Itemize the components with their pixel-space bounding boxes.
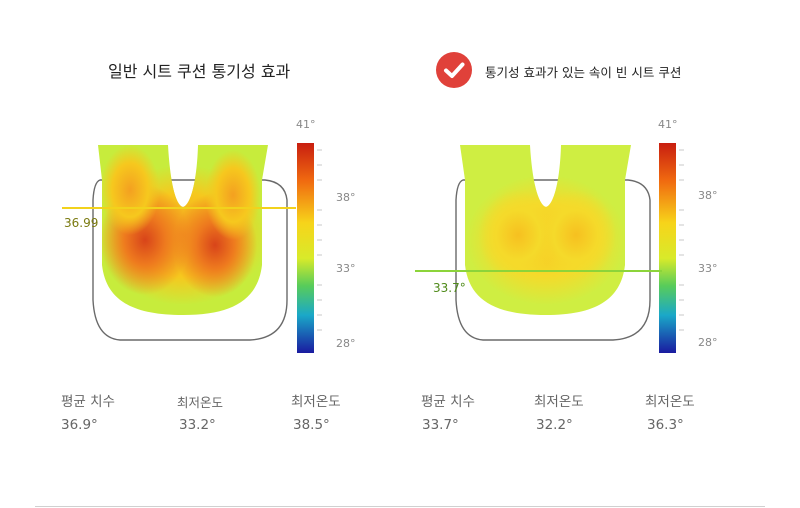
colorbar-ticks	[679, 149, 684, 331]
colorbar-tick-label: 41°	[658, 118, 678, 131]
colorbar-ticks	[317, 149, 322, 331]
panel-title: 일반 시트 쿠션 통기성 효과	[108, 62, 291, 81]
cushion-outline	[92, 179, 288, 341]
stat-label-max: 최저온도	[645, 394, 695, 410]
stat-value-min: 32.2°	[536, 417, 573, 433]
heatmap-chart: 41° 38° 33° 28° 36.99	[62, 118, 356, 353]
stat-label-max: 최저온도	[291, 394, 341, 410]
colorbar-tick-label: 38°	[336, 191, 356, 204]
stat-label-average: 평균 치수	[61, 394, 115, 410]
stat-label-average: 평균 치수	[421, 394, 475, 410]
heatmap-body	[98, 145, 268, 315]
checkmark-icon	[436, 52, 472, 88]
heatmap-body	[460, 145, 631, 315]
temperature-marker-label: 33.7°	[433, 281, 466, 295]
panel-standard-cushion: 일반 시트 쿠션 통기성 효과	[61, 62, 356, 433]
cushion-outline	[455, 179, 651, 341]
footer-divider	[35, 506, 765, 507]
colorbar-tick-label: 33°	[336, 262, 356, 275]
stat-label-min: 최저온도	[177, 395, 224, 410]
temperature-marker-label: 36.99	[64, 216, 98, 230]
stat-value-max: 38.5°	[293, 417, 330, 433]
colorbar-tick-label: 33°	[698, 262, 718, 275]
stat-value-average: 33.7°	[422, 417, 459, 433]
colorbar-tick-label: 28°	[698, 336, 718, 349]
colorbar	[297, 143, 314, 353]
panel-hollow-cushion: 통기성 효과가 있는 속이 빈 시트 쿠션	[400, 0, 800, 508]
panel-title: 통기성 효과가 있는 속이 빈 시트 쿠션	[485, 65, 682, 80]
colorbar-tick-label: 28°	[336, 337, 356, 350]
colorbar-tick-label: 41°	[296, 118, 316, 131]
stat-value-max: 36.3°	[647, 417, 684, 433]
colorbar-tick-label: 38°	[698, 189, 718, 202]
colorbar	[659, 143, 676, 353]
stat-value-min: 33.2°	[179, 417, 216, 433]
stat-label-min: 최저온도	[534, 394, 584, 410]
stat-value-average: 36.9°	[61, 417, 98, 433]
heatmap-chart: 41° 38° 33° 28° 33.7°	[415, 118, 718, 353]
